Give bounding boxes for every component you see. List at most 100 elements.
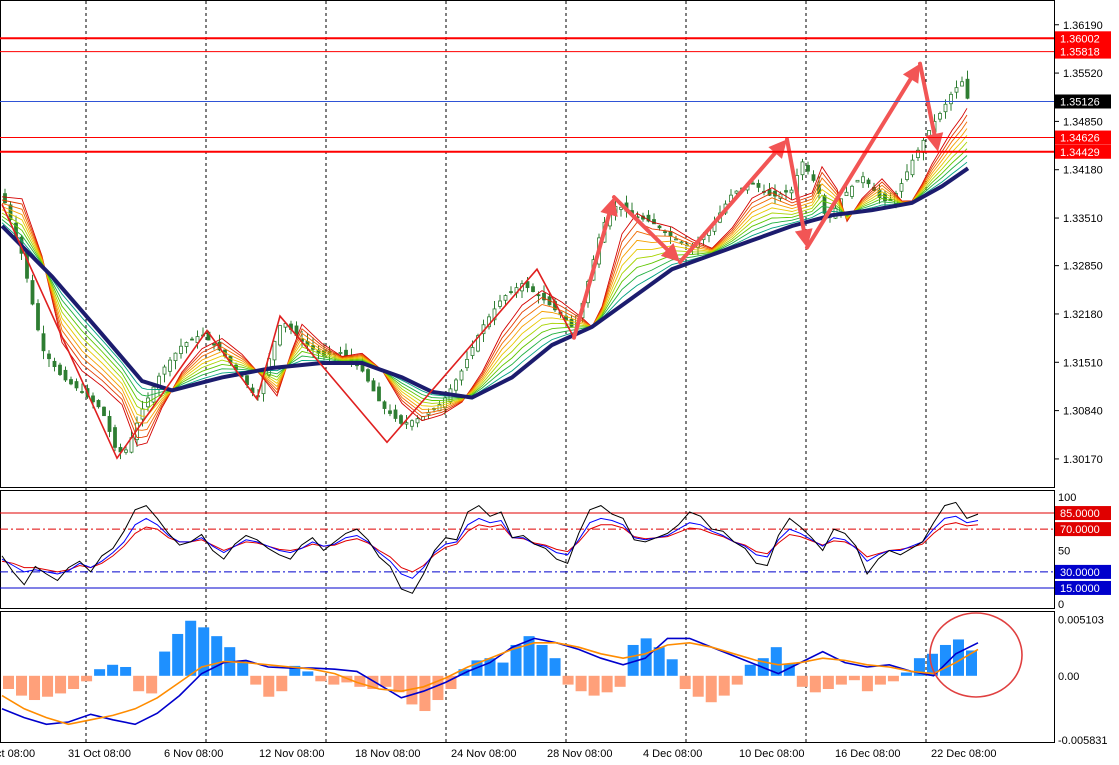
macd-histogram-bar (55, 675, 67, 694)
macd-histogram-bar (406, 675, 418, 705)
candle-body (140, 408, 145, 420)
oscillator-level-label: 85.0000 (1060, 508, 1100, 520)
candle-body (41, 333, 46, 352)
oscillator-level-box (1055, 580, 1111, 595)
price-level-box (1055, 44, 1111, 59)
candle-body (102, 406, 106, 417)
macd-histogram-bar (705, 675, 717, 703)
macd-histogram-bar (198, 627, 210, 676)
candle-body (195, 336, 200, 343)
oscillator-level-box (1055, 506, 1111, 521)
oscillator-level-label: 15.0000 (1060, 583, 1100, 595)
candle-body (811, 174, 816, 181)
candle-body (190, 338, 194, 341)
candle-body (509, 291, 513, 293)
time-axis-label: 24 Nov 08:00 (451, 748, 516, 760)
oscillator-tick-label: 100 (1058, 492, 1076, 504)
price-level-label: 1.34626 (1060, 133, 1100, 145)
time-axis-label: 28 Nov 08:00 (547, 748, 612, 760)
candle-body (905, 171, 909, 180)
macd-histogram-bar (523, 636, 535, 676)
candle-body (960, 81, 964, 87)
time-axis: ct 08:00 31 Oct 08:00 6 Nov 08:00 12 Nov 08… (0, 748, 996, 760)
candle-body (569, 319, 574, 327)
macd-histogram-bar (861, 675, 873, 692)
ribbon-line (1, 121, 968, 431)
ribbon-line (1, 155, 968, 399)
macd-histogram-bar (133, 675, 145, 692)
candle-body (415, 418, 420, 424)
price-level-box (1055, 31, 1111, 46)
oscillator-level-label: 30.0000 (1060, 567, 1100, 579)
macd-histogram-bar (68, 675, 80, 690)
macd-histogram-bar (432, 675, 444, 701)
macd-histogram-bar (120, 666, 132, 676)
arrow-shaft (805, 77, 913, 250)
ribbon-line (1, 141, 968, 410)
macd-histogram-bar (796, 675, 808, 687)
price-axis: 1.36190 1.35520 1.34850 1.34180 1.33510 1.328… (1054, 20, 1111, 466)
arrow-head (600, 197, 618, 217)
macd-histogram-bar (575, 675, 587, 692)
candle-body (69, 379, 73, 385)
macd-histogram-bar (939, 644, 951, 676)
candle-body (36, 303, 40, 331)
candle-body (184, 342, 189, 347)
candle-body (3, 193, 7, 204)
ribbon-line (1, 128, 968, 424)
macd-histogram-bar (926, 653, 938, 676)
candle-body (938, 113, 942, 120)
macd-histogram-bar (172, 633, 184, 676)
candle-body (949, 93, 953, 105)
oscillator-tick-label: 50 (1058, 546, 1070, 558)
oscillator-levels (0, 512, 1054, 589)
candle-body (800, 161, 805, 176)
candle-body (536, 294, 541, 297)
candle-body (734, 190, 739, 194)
candle-body (619, 206, 623, 210)
candle-body (668, 231, 673, 237)
candle-body (454, 379, 458, 391)
macd-histogram-bar (107, 664, 119, 676)
candle-body (674, 238, 678, 241)
candle-body (388, 410, 392, 414)
macd-histogram-bar (653, 647, 665, 676)
candle-body (377, 386, 381, 402)
highlight-circle (929, 612, 1023, 698)
macd-line (1, 637, 979, 726)
candle-body (91, 395, 95, 403)
candle-body (844, 191, 849, 197)
candle-body (806, 165, 810, 172)
time-axis-label: 16 Dec 08:00 (835, 748, 900, 760)
time-axis-label: 31 Oct 08:00 (68, 748, 131, 760)
macd-histogram-bar (627, 644, 639, 676)
time-axis-label: ct 08:00 (0, 748, 35, 760)
candle-body (96, 400, 101, 408)
macd-histogram-bar (159, 651, 171, 676)
candle-body (63, 369, 68, 381)
macd-histogram-bar (263, 675, 275, 697)
oscillator-axis: 85.0000 70.0000 30.0000 15.0000 100 50 0 (1055, 492, 1111, 611)
price-tick-label: 1.30170 (1063, 454, 1103, 466)
macd-histogram-bar (536, 644, 548, 676)
candle-body (465, 358, 469, 369)
macd-histogram-bar (549, 658, 561, 676)
macd-histogram-bar (419, 675, 431, 712)
candle-body (338, 352, 343, 354)
price-tick-label: 1.33510 (1063, 213, 1103, 225)
macd-histogram-bar (497, 662, 509, 676)
price-tick-label: 1.31510 (1063, 357, 1103, 369)
macd-tick-label: 0.005103 (1058, 615, 1104, 627)
macd-histogram-bar (692, 675, 704, 697)
macd-histogram-bar (484, 658, 496, 676)
macd-tick-label: 0.00 (1058, 671, 1079, 683)
macd-histogram-bar (900, 672, 912, 676)
candle-body (866, 179, 871, 185)
macd-histogram-bar (874, 675, 886, 685)
macd-histogram-bar (887, 675, 899, 682)
candle-body (850, 185, 854, 197)
candle-body (179, 345, 183, 354)
macd-histogram-bar (315, 675, 327, 682)
